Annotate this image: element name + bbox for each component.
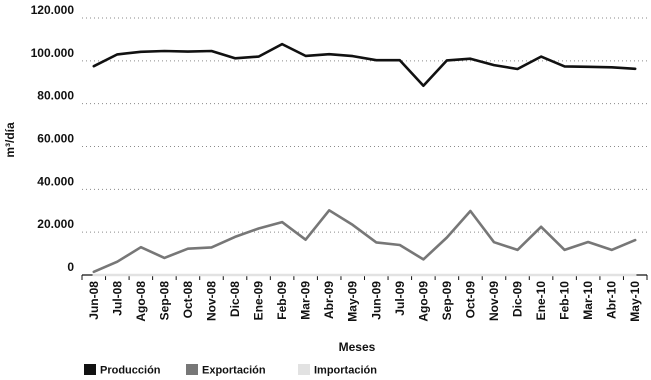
y-tick-label: 60.000	[37, 132, 74, 146]
y-tick-label: 80.000	[37, 89, 74, 103]
legend-item: Exportación	[186, 364, 266, 377]
legend-label: Producción	[100, 365, 161, 377]
x-tick-label: Ago-08	[134, 281, 148, 322]
x-tick-label: Nov-08	[204, 281, 218, 321]
x-tick-label: Feb-09	[275, 281, 289, 320]
x-tick-label: Mar-09	[299, 281, 313, 320]
x-tick-label: Jul-09	[393, 281, 407, 316]
x-tick-label: Nov-09	[487, 281, 501, 321]
y-tick-label: 0	[67, 260, 74, 274]
x-tick-label: Jun-09	[369, 281, 383, 320]
x-tick-label: Sep-08	[157, 281, 171, 321]
y-tick-label: 40.000	[37, 174, 74, 188]
x-tick-label: Ago-09	[416, 281, 430, 322]
x-tick-label: Abr-09	[322, 281, 336, 319]
x-tick-label: Oct-09	[463, 281, 477, 319]
x-tick-label: Sep-09	[440, 281, 454, 321]
x-tick-label: Mar-10	[581, 281, 595, 320]
x-tick-label: Oct-08	[181, 281, 195, 319]
legend: Producción Exportación Importación	[84, 364, 377, 377]
series-line-producción	[92, 42, 637, 87]
legend-label: Exportación	[202, 365, 266, 377]
x-tick-label: Ene-09	[252, 281, 266, 321]
series-lines	[92, 42, 637, 277]
legend-swatch	[298, 364, 310, 375]
y-tick-label: 20.000	[37, 217, 74, 231]
x-axis-title: Meses	[339, 340, 376, 354]
legend-swatch	[186, 364, 198, 375]
x-tick-label: Feb-10	[558, 281, 572, 320]
x-axis-ticks: Jun-08 Jul-08 Ago-08 Sep-08 Oct-08 Nov-08 Dic-…	[87, 281, 642, 322]
legend-label: Importación	[314, 365, 377, 377]
y-tick-label: 120.000	[31, 3, 75, 17]
x-tick-label: Jun-08	[87, 281, 101, 320]
x-tick-label: Abr-10	[605, 281, 619, 319]
y-tick-label: 100.000	[31, 46, 75, 60]
y-axis-title: m³/día	[3, 122, 17, 158]
legend-swatch	[84, 364, 96, 375]
series-line-exportación	[92, 209, 637, 274]
y-axis-ticks: 0 20.000 40.000 60.000 80.000 100.000 120.000	[31, 3, 75, 274]
x-tick-label: Jul-08	[110, 281, 124, 316]
x-tick-label: Dic-09	[511, 281, 525, 317]
x-tick-label: Dic-08	[228, 281, 242, 317]
x-tick-label: May-09	[346, 281, 360, 322]
legend-item: Producción	[84, 364, 161, 377]
legend-item: Importación	[298, 364, 377, 377]
x-tick-label: Ene-10	[534, 281, 548, 321]
x-tick-label: May-10	[628, 281, 642, 322]
